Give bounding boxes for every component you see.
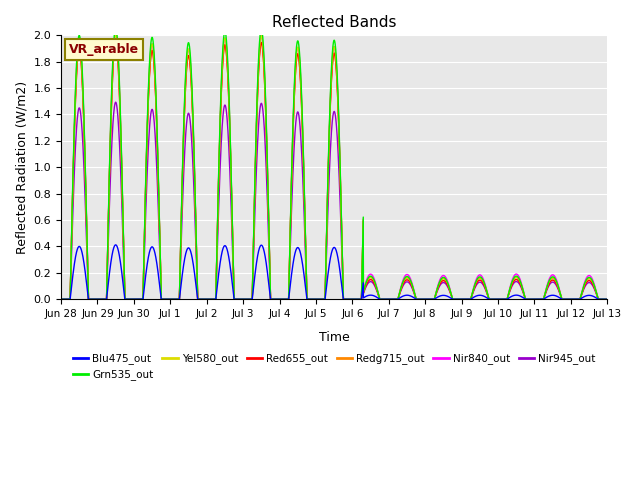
Line: Redg715_out: Redg715_out — [61, 41, 607, 299]
Nir945_out — [243, 296, 250, 302]
Nir945_out — [472, 283, 479, 289]
Line: Grn535_out: Grn535_out — [61, 27, 607, 299]
Line: Yel580_out: Yel580_out — [61, 34, 607, 299]
Grn535_out — [574, 296, 582, 302]
Red655_out — [604, 296, 611, 302]
Grn535_out — [243, 296, 250, 302]
Line: Blu475_out: Blu475_out — [61, 245, 607, 299]
Yel580_out — [456, 296, 464, 302]
Redg715_out — [580, 282, 588, 288]
Blu475_out — [112, 242, 120, 248]
Redg715_out — [574, 296, 582, 302]
Nir945_out — [456, 296, 464, 302]
Red655_out — [316, 296, 323, 302]
Grn535_out — [57, 296, 65, 302]
Blu475_out — [472, 293, 479, 299]
Line: Nir840_out: Nir840_out — [61, 34, 607, 299]
Nir840_out — [316, 296, 323, 302]
Nir945_out — [574, 296, 582, 302]
Yel580_out — [574, 296, 582, 302]
Blu475_out — [604, 296, 611, 302]
Line: Red655_out: Red655_out — [61, 41, 607, 299]
Nir840_out — [604, 296, 611, 302]
Yel580_out — [112, 31, 120, 37]
Nir840_out — [456, 296, 464, 302]
Nir840_out — [243, 296, 250, 302]
Yel580_out — [472, 280, 479, 286]
Red655_out — [112, 38, 120, 44]
Nir945_out — [604, 296, 611, 302]
Blu475_out — [574, 296, 582, 302]
Nir945_out — [580, 285, 588, 290]
Redg715_out — [472, 280, 479, 286]
Nir945_out — [57, 296, 65, 302]
Nir840_out — [580, 280, 588, 286]
Redg715_out — [112, 38, 120, 44]
Grn535_out — [472, 279, 479, 285]
Grn535_out — [316, 296, 323, 302]
Line: Nir945_out: Nir945_out — [61, 102, 607, 299]
Nir840_out — [112, 31, 120, 37]
Y-axis label: Reflected Radiation (W/m2): Reflected Radiation (W/m2) — [15, 81, 28, 254]
Grn535_out — [604, 296, 611, 302]
Redg715_out — [604, 296, 611, 302]
Text: Time: Time — [319, 331, 349, 344]
Blu475_out — [243, 296, 250, 302]
Nir840_out — [574, 296, 582, 302]
Blu475_out — [580, 294, 588, 300]
Redg715_out — [243, 296, 250, 302]
Yel580_out — [316, 296, 323, 302]
Text: VR_arable: VR_arable — [69, 43, 140, 56]
Red655_out — [243, 296, 250, 302]
Grn535_out — [580, 281, 588, 287]
Redg715_out — [456, 296, 464, 302]
Nir840_out — [57, 296, 65, 302]
Nir840_out — [472, 278, 479, 284]
Yel580_out — [57, 296, 65, 302]
Yel580_out — [580, 282, 588, 288]
Red655_out — [57, 296, 65, 302]
Redg715_out — [57, 296, 65, 302]
Yel580_out — [243, 296, 250, 302]
Blu475_out — [316, 296, 323, 302]
Red655_out — [574, 296, 582, 302]
Red655_out — [472, 282, 479, 288]
Redg715_out — [316, 296, 323, 302]
Title: Reflected Bands: Reflected Bands — [272, 15, 396, 30]
Red655_out — [456, 296, 464, 302]
Grn535_out — [456, 296, 464, 302]
Nir945_out — [316, 296, 323, 302]
Grn535_out — [112, 24, 120, 30]
Legend: Blu475_out, Grn535_out, Yel580_out, Red655_out, Redg715_out, Nir840_out, Nir945_: Blu475_out, Grn535_out, Yel580_out, Red6… — [68, 349, 600, 384]
Blu475_out — [456, 296, 464, 302]
Blu475_out — [57, 296, 65, 302]
Nir945_out — [112, 99, 120, 105]
Red655_out — [580, 284, 588, 289]
Yel580_out — [604, 296, 611, 302]
